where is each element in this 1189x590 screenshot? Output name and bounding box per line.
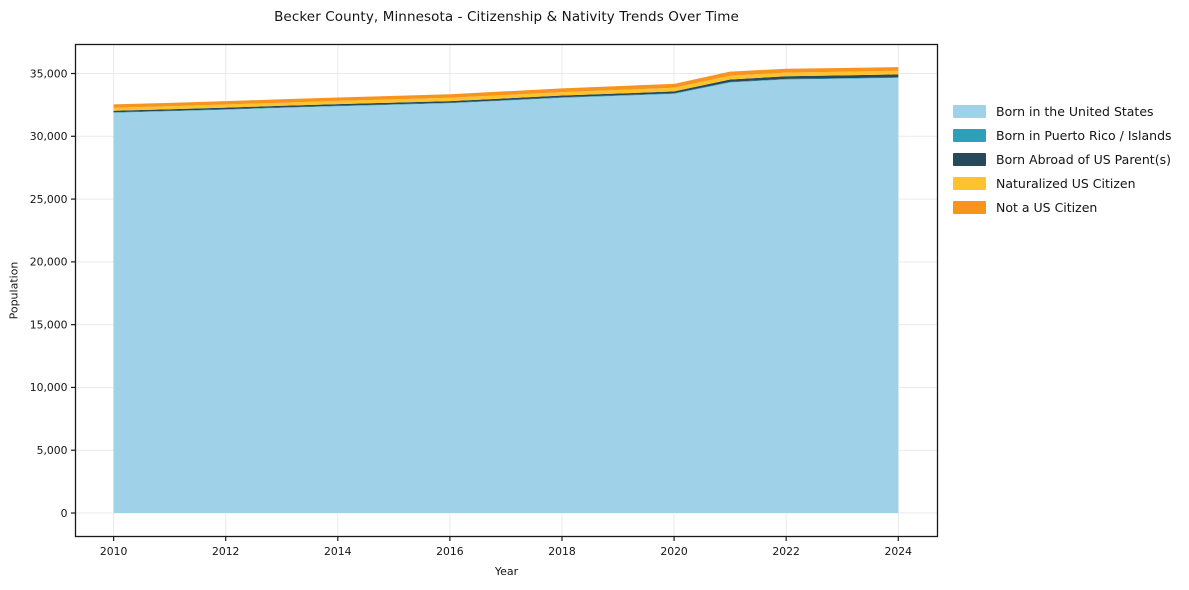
legend-item: Born Abroad of US Parent(s) <box>953 147 1172 171</box>
x-tick-label: 2012 <box>212 545 239 558</box>
chart-title: Becker County, Minnesota - Citizenship &… <box>274 9 739 25</box>
y-tick-label: 20,000 <box>30 256 68 269</box>
y-axis-label: Population <box>7 261 21 320</box>
legend-swatch-icon <box>953 200 986 214</box>
y-tick-label: 25,000 <box>30 193 68 206</box>
legend-swatch-icon <box>953 176 986 190</box>
y-tick-label: 15,000 <box>30 318 68 331</box>
legend-label: Not a US Citizen <box>996 199 1098 215</box>
plot-border <box>74 43 939 538</box>
area-series <box>113 67 899 108</box>
y-tick-label: 5,000 <box>37 444 68 457</box>
legend-item: Naturalized US Citizen <box>953 171 1172 195</box>
x-axis-label: Year <box>494 565 519 578</box>
y-tick-label: 30,000 <box>30 130 68 143</box>
x-tick-label: 2018 <box>548 545 576 558</box>
legend-label: Born in Puerto Rico / Islands <box>996 127 1172 143</box>
legend-label: Born in the United States <box>996 103 1154 119</box>
legend-swatch-icon <box>953 152 986 166</box>
x-tick-label: 2022 <box>772 545 799 558</box>
area-series <box>113 70 899 111</box>
legend-item: Born in Puerto Rico / Islands <box>953 123 1172 147</box>
x-tick-label: 2020 <box>660 545 688 558</box>
legend-item: Not a US Citizen <box>953 195 1172 219</box>
legend-swatch-icon <box>953 104 986 118</box>
x-tick-label: 2016 <box>436 545 464 558</box>
legend-swatch-icon <box>953 128 986 142</box>
y-tick-label: 35,000 <box>30 67 68 80</box>
area-series <box>113 77 899 514</box>
area-series <box>113 74 899 113</box>
x-tick-label: 2024 <box>885 545 913 558</box>
x-tick-label: 2014 <box>324 545 352 558</box>
y-tick-label: 0 <box>61 507 68 520</box>
y-tick-label: 10,000 <box>30 381 68 394</box>
chart-legend: Born in the United States Born in Puerto … <box>953 99 1172 219</box>
x-tick-label: 2010 <box>100 545 128 558</box>
legend-label: Born Abroad of US Parent(s) <box>996 151 1171 167</box>
legend-label: Naturalized US Citizen <box>996 175 1136 191</box>
legend-item: Born in the United States <box>953 99 1172 123</box>
